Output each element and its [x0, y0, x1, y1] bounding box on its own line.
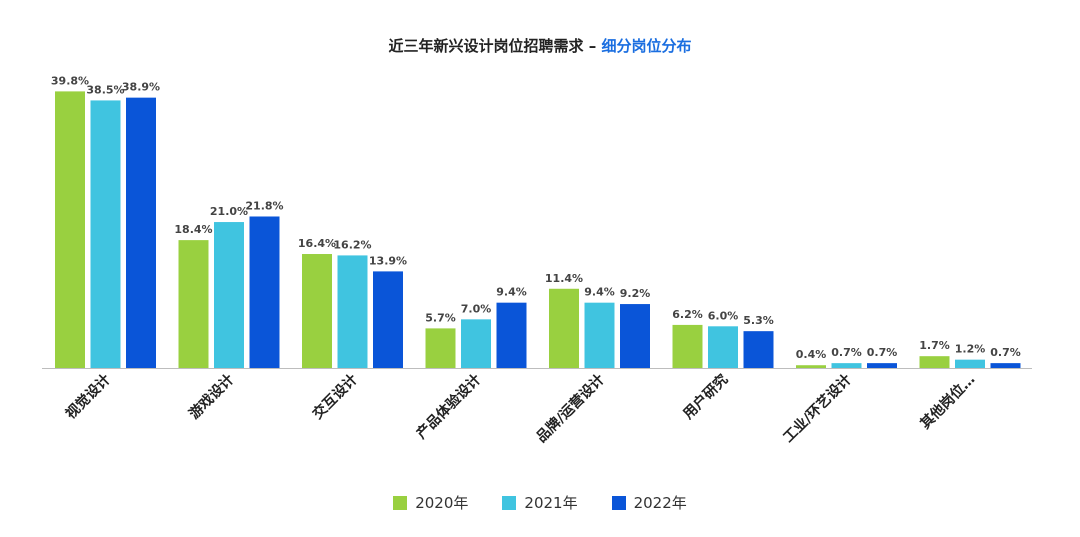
legend: 2020年 2021年 2022年 [0, 492, 1080, 513]
data-label: 11.4% [545, 272, 583, 285]
bar-2022年-交互设计 [373, 271, 403, 368]
data-label: 0.4% [796, 348, 827, 361]
data-label: 16.4% [298, 237, 336, 250]
legend-label: 2020年 [415, 494, 469, 512]
data-label: 39.8% [51, 74, 89, 87]
legend-item: 2022年 [611, 492, 687, 513]
bar-2022年-其他岗位… [990, 363, 1021, 368]
data-label: 38.9% [122, 81, 160, 94]
data-label: 6.0% [708, 309, 739, 322]
category-label: 品牌/运营设计 [533, 371, 608, 446]
bar-2020年-视觉设计 [55, 91, 85, 368]
legend-swatch [611, 495, 626, 510]
data-label: 1.7% [919, 339, 950, 352]
bar-2020年-游戏设计 [178, 240, 209, 368]
data-label: 9.4% [584, 286, 615, 299]
legend-swatch [502, 495, 517, 510]
category-label: 产品体验设计 [413, 371, 484, 442]
data-label: 16.2% [333, 238, 371, 251]
bar-2022年-产品体验设计 [496, 302, 527, 368]
data-label: 21.8% [245, 199, 283, 212]
bar-2020年-工业/环艺设计 [796, 365, 826, 368]
bar-2022年-游戏设计 [249, 216, 280, 368]
chart-title-main: 近三年新兴设计岗位招聘需求 – [388, 37, 602, 55]
legend-item: 2020年 [393, 492, 468, 513]
data-label: 7.0% [461, 302, 492, 315]
chart-title-accent: 细分岗位分布 [601, 37, 692, 55]
bar-2022年-视觉设计 [126, 97, 156, 369]
bar-2021年-交互设计 [337, 255, 368, 368]
data-label: 5.7% [425, 311, 456, 324]
data-label: 21.0% [210, 205, 248, 218]
data-label: 5.3% [743, 314, 774, 327]
bar-2021年-游戏设计 [214, 222, 244, 368]
data-label: 13.9% [369, 254, 407, 267]
legend-label: 2021年 [524, 494, 578, 512]
category-label: 其他岗位… [917, 371, 979, 433]
data-label: 9.2% [620, 287, 651, 300]
category-label: 用户研究 [680, 371, 732, 423]
bar-2021年-产品体验设计 [461, 319, 491, 368]
data-label: 6.2% [672, 308, 703, 321]
bar-2022年-品牌/运营设计 [620, 304, 650, 368]
data-label: 38.5% [86, 83, 124, 96]
legend-swatch [393, 495, 408, 510]
category-label: 交互设计 [309, 371, 361, 423]
bar-2020年-用户研究 [672, 324, 703, 368]
bar-2021年-其他岗位… [955, 359, 985, 368]
bar-2020年-产品体验设计 [425, 328, 456, 368]
data-label: 0.7% [990, 346, 1021, 359]
legend-item: 2021年 [502, 492, 578, 513]
chart-title: 近三年新兴设计岗位招聘需求 – 细分岗位分布 [0, 35, 1080, 56]
bar-2021年-品牌/运营设计 [584, 302, 615, 368]
bar-2020年-其他岗位… [919, 356, 950, 368]
data-label: 0.7% [831, 346, 862, 359]
category-label: 视觉设计 [62, 371, 114, 423]
category-label: 游戏设计 [186, 371, 238, 423]
bar-2021年-工业/环艺设计 [831, 363, 862, 368]
data-label: 1.2% [955, 343, 986, 356]
data-label: 18.4% [174, 223, 212, 236]
bar-2022年-用户研究 [743, 331, 774, 368]
category-label: 工业/环艺设计 [780, 371, 855, 446]
bar-2021年-视觉设计 [90, 100, 121, 369]
bar-2020年-品牌/运营设计 [549, 288, 579, 368]
legend-label: 2022年 [633, 494, 687, 512]
bar-2022年-工业/环艺设计 [867, 363, 897, 368]
bar-2021年-用户研究 [708, 326, 738, 368]
bar-2020年-交互设计 [302, 254, 332, 368]
data-label: 0.7% [867, 346, 898, 359]
data-label: 9.4% [496, 286, 527, 299]
